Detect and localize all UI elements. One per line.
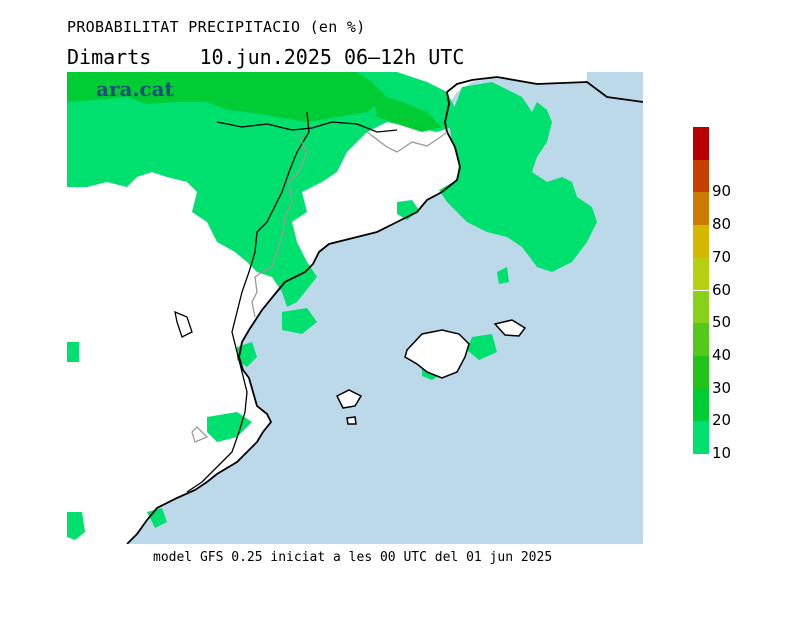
legend-label: 90 bbox=[712, 182, 732, 201]
legend-swatch bbox=[693, 127, 709, 160]
map-title: PROBABILITAT PRECIPITACIO (en %) bbox=[67, 18, 366, 36]
prob-10-zones bbox=[67, 72, 597, 540]
legend-label: 80 bbox=[712, 215, 732, 234]
legend-swatch bbox=[693, 388, 709, 422]
legend-label: 30 bbox=[712, 378, 732, 397]
model-run-info: model GFS 0.25 iniciat a les 00 UTC del … bbox=[153, 550, 553, 565]
legend-label: 40 bbox=[712, 345, 732, 364]
legend-swatch bbox=[693, 225, 709, 258]
legend-swatch bbox=[693, 323, 709, 356]
legend-label: 60 bbox=[712, 280, 732, 299]
islands bbox=[335, 319, 527, 425]
legend-swatch bbox=[693, 159, 709, 193]
legend-swatch bbox=[693, 290, 709, 324]
legend-label: 20 bbox=[712, 411, 732, 430]
legend-swatch bbox=[693, 421, 709, 454]
legend-colorbar bbox=[693, 127, 709, 454]
legend-swatch bbox=[693, 257, 709, 291]
legend-swatch bbox=[693, 192, 709, 226]
map-date-subtitle: Dimarts 10.jun.2025 06—12h UTC bbox=[67, 45, 465, 69]
country-border bbox=[191, 131, 448, 443]
legend-label: 70 bbox=[712, 247, 732, 266]
legend-label: 50 bbox=[712, 313, 732, 332]
legend-label: 10 bbox=[712, 444, 732, 462]
coastline bbox=[126, 91, 461, 544]
ara-cat-logo: ara.cat bbox=[96, 77, 174, 101]
legend-swatch bbox=[693, 355, 709, 389]
coastline-north bbox=[446, 76, 643, 103]
prob-20-zones bbox=[67, 72, 442, 132]
precipitation-map bbox=[67, 72, 643, 544]
region-borders bbox=[174, 111, 398, 493]
